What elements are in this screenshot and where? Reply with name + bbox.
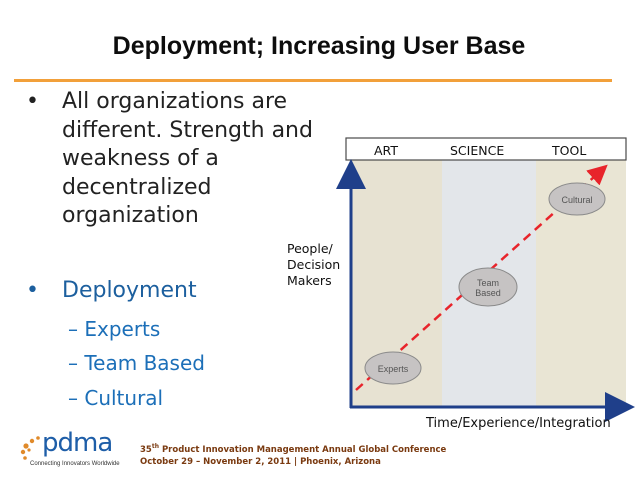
column-art-label: ART xyxy=(374,143,398,158)
pdma-logo-text: pdma xyxy=(42,428,113,458)
conference-number: 35 xyxy=(140,444,152,455)
bullet-deployment-text: Deployment xyxy=(62,278,197,303)
conference-title: 35th Product Innovation Management Annua… xyxy=(140,441,446,456)
sub-bullet-team-based: – Team Based xyxy=(68,351,205,375)
sub-bullet-text: Cultural xyxy=(84,386,164,410)
column-header-bar xyxy=(345,137,627,161)
bullet-organizations-text: All organizations are different. Strengt… xyxy=(62,89,313,228)
dash-glyph: – xyxy=(68,386,78,410)
conference-dates-location: October 29 – November 2, 2011 | Phoenix,… xyxy=(140,456,381,467)
diagram-canvas xyxy=(336,137,635,422)
bubble-experts xyxy=(364,351,422,385)
y-axis-label-line: Decision xyxy=(287,257,341,272)
logo-swirl-icon xyxy=(20,436,40,460)
x-axis-label: Time/Experience/Integration xyxy=(426,416,611,431)
deployment-diagram: ART SCIENCE TOOL People/ Decision Makers… xyxy=(250,130,638,440)
pdma-logo-mark xyxy=(20,436,40,460)
bubble-experts-label: Experts xyxy=(377,364,409,374)
title-divider xyxy=(14,79,612,82)
y-axis-label: People/ Decision Makers xyxy=(287,241,340,289)
sub-bullet-text: Team Based xyxy=(84,351,205,375)
conference-suffix: th xyxy=(151,443,159,450)
bubble-team-line: Team xyxy=(476,278,499,288)
bubble-cultural xyxy=(548,182,606,216)
dash-glyph: – xyxy=(68,351,78,375)
sub-bullet-cultural: – Cultural xyxy=(68,386,163,410)
bullet-deployment: • Deployment xyxy=(26,277,197,305)
bullet-organizations: • All organizations are different. Stren… xyxy=(26,88,348,231)
bubble-cultural-label: Cultural xyxy=(561,195,593,205)
bubble-team-line: Based xyxy=(475,288,501,298)
pdma-logo-tagline: Connecting Innovators Worldwide xyxy=(30,461,120,467)
bubble-team-based-label: Team Based xyxy=(468,278,508,298)
conference-name: Product Innovation Management Annual Glo… xyxy=(158,444,447,455)
column-tool-label: TOOL xyxy=(552,143,587,158)
bullet-dot: • xyxy=(26,89,39,114)
sub-bullet-experts: – Experts xyxy=(68,317,160,341)
bullet-dot: • xyxy=(26,278,39,303)
y-axis-label-line: People/ xyxy=(287,241,333,256)
bubble-team-based xyxy=(458,267,518,307)
dash-glyph: – xyxy=(68,317,78,341)
y-axis-label-line: Makers xyxy=(287,273,332,288)
sub-bullet-text: Experts xyxy=(84,317,161,341)
column-science-label: SCIENCE xyxy=(450,143,505,158)
slide-title: Deployment; Increasing User Base xyxy=(112,32,526,60)
conference-info: 35th Product Innovation Management Annua… xyxy=(140,441,446,468)
